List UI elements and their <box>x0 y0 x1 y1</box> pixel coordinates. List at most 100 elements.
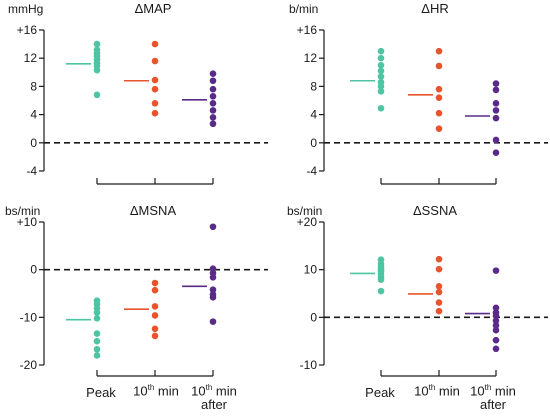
data-point <box>377 73 385 80</box>
data-point <box>492 136 500 144</box>
panel-map: ΔMAP mmHg -4 0 4 8 12 +16 <box>8 1 268 185</box>
y-tick-label: 4 <box>310 108 317 122</box>
y-tick-label: 4 <box>30 108 37 122</box>
data-point <box>492 114 500 122</box>
y-axis-label: mmHg <box>8 2 43 16</box>
data-point <box>209 70 217 78</box>
y-tick-label: -10 <box>300 358 318 372</box>
y-tick-label: +20 <box>297 215 318 229</box>
y-tick-label: 12 <box>24 51 38 65</box>
data-point <box>492 336 500 344</box>
data-point <box>151 85 159 93</box>
data-point <box>151 76 159 84</box>
data-point <box>151 286 159 294</box>
y-tick-label: 8 <box>30 79 37 93</box>
data-point <box>377 67 385 75</box>
data-point <box>209 223 217 231</box>
y-axis-label: bs/min <box>287 204 322 218</box>
data-point <box>492 304 500 312</box>
data-point <box>435 125 443 132</box>
y-tick-label: -20 <box>20 358 38 372</box>
data-point <box>435 85 443 93</box>
data-point <box>93 309 101 316</box>
panel-hr: ΔHR b/min -4 0 4 8 12 +16 <box>289 1 548 185</box>
data-point <box>93 337 101 345</box>
data-point <box>435 94 443 101</box>
panel-ssna: ΔSSNA bs/min -10 0 10 +20 <box>287 203 548 377</box>
data-point <box>209 77 217 85</box>
data-point <box>492 80 500 87</box>
data-point <box>209 294 217 301</box>
data-point <box>377 54 385 62</box>
x-label-peak-right: Peak <box>365 385 395 400</box>
x-label-10min-right: 10th min <box>414 383 460 399</box>
data-point <box>435 62 443 70</box>
data-point <box>151 325 159 333</box>
y-axis-label: bs/min <box>5 204 40 218</box>
data-point <box>209 120 217 128</box>
data-point <box>209 318 217 325</box>
data-point <box>151 40 159 48</box>
y-tick-label: +16 <box>17 23 38 37</box>
data-point <box>93 352 101 359</box>
data-point <box>492 317 500 324</box>
data-point <box>435 109 443 117</box>
data-point <box>151 332 159 340</box>
data-point <box>435 288 443 296</box>
y-tick-label: 0 <box>30 136 37 150</box>
x-label-after-left: 10th min after <box>191 383 237 413</box>
y-axis-label: b/min <box>289 2 318 16</box>
x-label-after-right: 10th min after <box>470 383 516 413</box>
panel-title: ΔMAP <box>135 1 172 16</box>
y-tick-label: 0 <box>310 136 317 150</box>
data-point <box>151 303 159 310</box>
y-tick-label: -4 <box>306 164 317 178</box>
y-tick-label: 12 <box>304 51 318 65</box>
panel-title: ΔSSNA <box>413 203 457 218</box>
data-point <box>151 312 159 319</box>
data-point <box>93 345 101 353</box>
data-point <box>377 47 385 55</box>
panel-msna: ΔMSNA bs/min -20 -10 0 +10 <box>5 203 268 377</box>
data-point <box>377 83 385 90</box>
data-point <box>93 330 101 337</box>
data-point <box>93 66 101 74</box>
data-point <box>435 255 443 263</box>
y-tick-label: +10 <box>17 215 38 229</box>
data-point <box>93 91 101 99</box>
data-point <box>377 61 385 69</box>
data-point <box>209 114 217 121</box>
data-point <box>93 314 101 322</box>
data-point <box>377 104 385 112</box>
data-point <box>209 92 217 100</box>
data-point <box>492 107 500 114</box>
y-tick-label: 0 <box>310 310 317 324</box>
data-point <box>93 40 101 48</box>
y-tick-label: 0 <box>30 263 37 277</box>
data-point <box>492 322 500 329</box>
data-point <box>377 88 385 95</box>
data-point <box>151 57 159 65</box>
data-point <box>435 47 443 55</box>
data-point <box>492 86 500 94</box>
data-point <box>151 279 159 287</box>
data-point <box>435 265 443 273</box>
data-point <box>435 283 443 290</box>
y-tick-label: -10 <box>20 310 38 324</box>
data-point <box>377 276 385 283</box>
data-point <box>492 149 500 156</box>
panel-title: ΔMSNA <box>130 203 177 218</box>
data-point <box>435 299 443 306</box>
data-point <box>492 100 500 107</box>
y-tick-label: +16 <box>297 23 318 37</box>
data-point <box>492 312 500 320</box>
y-tick-label: 8 <box>310 79 317 93</box>
y-tick-label: -4 <box>26 164 37 178</box>
data-point <box>151 100 159 107</box>
data-point <box>209 100 217 107</box>
data-point <box>377 287 385 295</box>
data-point <box>209 286 217 293</box>
data-point <box>151 109 159 117</box>
x-label-peak-left: Peak <box>86 385 116 400</box>
data-point <box>492 345 500 353</box>
